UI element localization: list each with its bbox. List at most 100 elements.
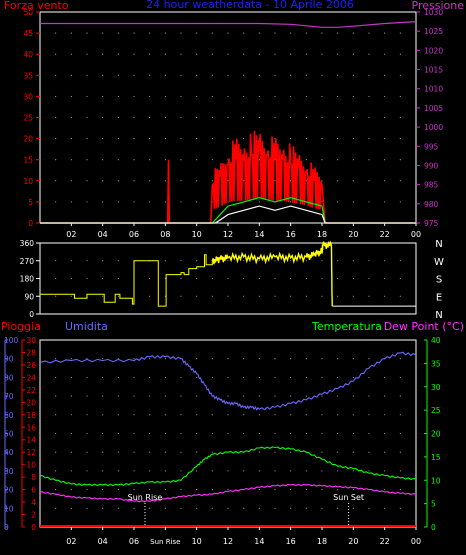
- pressure-tick-label: 975: [424, 219, 439, 228]
- time-tick-label: 16: [286, 230, 296, 239]
- time-tick-label: 02: [66, 230, 76, 239]
- time-tick-label: 16: [286, 537, 296, 546]
- humidity-tick-label: 80: [4, 373, 14, 382]
- humidity-tick-label: 30: [4, 467, 14, 476]
- temperature-line: [39, 446, 417, 487]
- rain-tick-label: 20: [26, 398, 36, 407]
- label-temperature: Temperatura: [311, 320, 382, 333]
- annotation-sun-rise: Sun Rise: [128, 493, 163, 502]
- temperature-tick-label: 20: [431, 430, 441, 439]
- time-tick-label: 18: [317, 230, 327, 239]
- rain-tick-label: 22: [26, 386, 36, 395]
- wind-tick-label: 20: [23, 135, 33, 144]
- time-tick-label: 18: [317, 537, 327, 546]
- temperature-tick-label: 35: [431, 359, 441, 368]
- direction-tick-label: 270: [20, 257, 35, 266]
- humidity-tick-label: 60: [4, 411, 14, 420]
- chart-title: 24 hour weatherdata - 10 Aprile 2006: [146, 0, 354, 11]
- time-tick-label: 04: [98, 230, 108, 239]
- rain-tick-label: 26: [26, 361, 36, 370]
- wind-tick-label: 0: [28, 219, 33, 228]
- left-axis-label-wind: Forza vento: [4, 0, 69, 12]
- direction-line-day: [211, 240, 333, 307]
- time-tick-label: 14: [254, 537, 264, 546]
- wind-speed-line: [40, 130, 416, 224]
- pressure-line: [40, 21, 417, 28]
- wind-tick-label: 10: [23, 177, 33, 186]
- wind-pressure-panel: 24 hour weatherdata - 10 Aprile 2006 For…: [4, 0, 464, 239]
- humidity-tick-label: 90: [4, 355, 14, 364]
- time-tick-label: 20: [348, 537, 358, 546]
- humidity-temperature-panel: Pioggia Umidita Temperatura Dew Point (°…: [1, 320, 464, 546]
- pressure-tick-label: 1005: [424, 104, 443, 113]
- wind-tick-label: 5: [28, 198, 33, 207]
- humidity-tick-label: 20: [4, 486, 14, 495]
- temperature-tick-label: 15: [431, 453, 441, 462]
- direction-tick-label: 0: [29, 310, 34, 319]
- label-humidity: Umidita: [65, 320, 108, 333]
- rain-tick-label: 12: [26, 448, 36, 457]
- pressure-tick-label: 1025: [424, 27, 443, 36]
- label-rain: Pioggia: [1, 320, 41, 333]
- rain-tick-label: 28: [26, 348, 36, 357]
- rain-tick-label: 16: [26, 423, 36, 432]
- time-tick-label: 12: [223, 537, 233, 546]
- time-tick-label: 08: [160, 230, 170, 239]
- rain-tick-label: 14: [26, 436, 36, 445]
- time-tick-label: Sun Rise: [150, 538, 180, 546]
- time-tick-label: 00: [411, 537, 421, 546]
- rain-tick-label: 8: [31, 473, 36, 482]
- temperature-tick-label: 5: [431, 500, 436, 509]
- wind-tick-label: 15: [23, 156, 33, 165]
- rain-tick-label: 24: [26, 373, 36, 382]
- pressure-tick-label: 1000: [424, 123, 443, 132]
- humidity-tick-label: 100: [4, 336, 19, 345]
- time-tick-label: 10: [192, 537, 202, 546]
- direction-line-morning: [40, 254, 213, 307]
- rain-tick-label: 10: [26, 461, 36, 470]
- time-tick-label: 00: [411, 230, 421, 239]
- time-tick-label: 02: [66, 537, 76, 546]
- annotation-sun-set: Sun Set: [333, 493, 364, 502]
- rain-tick-label: 4: [31, 498, 36, 507]
- rain-tick-label: 30: [26, 336, 36, 345]
- pressure-tick-label: 990: [424, 161, 439, 170]
- temperature-tick-label: 30: [431, 383, 441, 392]
- pressure-tick-label: 1020: [424, 46, 443, 55]
- wind-tick-label: 25: [23, 114, 33, 123]
- time-tick-label: 22: [380, 537, 390, 546]
- time-tick-label: 06: [129, 230, 139, 239]
- wind-tick-label: 50: [23, 8, 33, 17]
- temperature-tick-label: 40: [431, 336, 441, 345]
- time-tick-label: 10: [192, 230, 202, 239]
- label-dewpoint: Dew Point (°C): [384, 320, 464, 333]
- pressure-tick-label: 980: [424, 200, 439, 209]
- temperature-tick-label: 10: [431, 476, 441, 485]
- time-tick-label: 20: [348, 230, 358, 239]
- rain-tick-label: 0: [31, 523, 36, 532]
- time-tick-label: 12: [223, 230, 233, 239]
- pressure-tick-label: 1015: [424, 66, 443, 75]
- compass-label: S: [436, 275, 442, 286]
- wind-tick-label: 45: [23, 29, 33, 38]
- dewpoint-line: [39, 483, 417, 503]
- rain-tick-label: 2: [31, 511, 36, 520]
- time-tick-label: 06: [129, 537, 139, 546]
- temperature-tick-label: 0: [431, 523, 436, 532]
- pressure-tick-label: 995: [424, 142, 439, 151]
- time-tick-label: 04: [98, 537, 108, 546]
- time-tick-label: 14: [254, 230, 264, 239]
- temperature-tick-label: 25: [431, 406, 441, 415]
- time-tick-label: 22: [380, 230, 390, 239]
- rain-tick-label: 6: [31, 486, 36, 495]
- pressure-tick-label: 1030: [424, 8, 443, 17]
- pressure-tick-label: 1010: [424, 85, 443, 94]
- wind-gust-line: [40, 197, 416, 224]
- direction-tick-label: 360: [20, 239, 35, 248]
- humidity-tick-label: 70: [4, 392, 14, 401]
- humidity-tick-label: 0: [4, 523, 9, 532]
- wind-average-line: [40, 205, 416, 224]
- compass-label: N: [435, 239, 442, 250]
